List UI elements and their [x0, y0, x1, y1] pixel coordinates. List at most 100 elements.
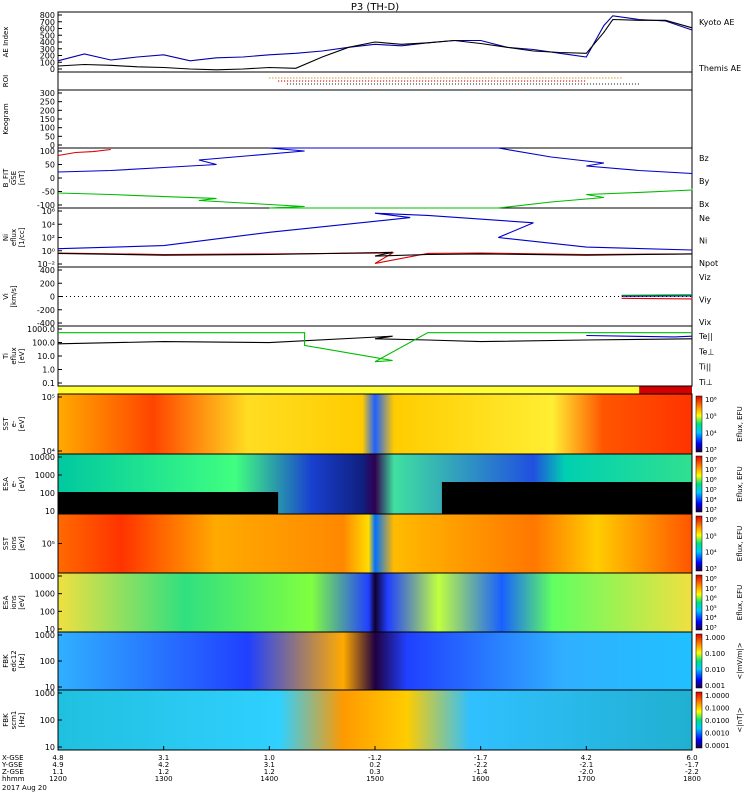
series-ae-kyotoae	[57, 15, 693, 62]
colorbar-tick: 0.100	[705, 650, 725, 658]
ytick-label-keogram: 300	[40, 89, 55, 98]
series-velocity-viz	[621, 297, 693, 300]
legend-bfit: Bx	[699, 200, 709, 209]
series-bfit-by	[57, 188, 693, 209]
axis-row-label: X-GSE	[2, 754, 24, 762]
colorbar-tick: 10⁶	[705, 396, 717, 404]
colorbar-tick: 1.000	[705, 634, 725, 642]
xtick-label: -1.4	[474, 768, 488, 776]
ylabel-temperature: eflux	[10, 347, 18, 364]
legend-bfit: Bz	[699, 154, 709, 163]
xtick-label: 4.8	[52, 754, 63, 762]
xtick-label: -1.7	[685, 761, 699, 769]
ytick-label-temperature: 1000.0	[27, 325, 55, 334]
esa-e-low-energy-band	[58, 492, 279, 514]
ytick-label-fbk_b: 1000	[35, 689, 55, 698]
colorbar-tick: 10⁴	[705, 429, 717, 437]
colorbar-tick: 0.0100	[705, 717, 730, 725]
series-density-npot	[57, 212, 693, 251]
legend-temperature: Te⊥	[698, 347, 714, 356]
ytick-label-ae: 400	[40, 38, 55, 47]
ylabel-sst_i: ions	[10, 536, 18, 551]
ytick-label-sst_e: 10⁴	[42, 447, 55, 456]
xtick-label: -1.7	[474, 754, 488, 762]
ylabel-keogram: Keogram	[2, 103, 10, 134]
ylabel-fbk_b: scm1	[10, 711, 18, 730]
ytick-label-esa_i: 100	[40, 607, 55, 616]
ytick-label-ae: 700	[40, 18, 55, 27]
colorbar-tick: 10⁵	[705, 604, 717, 612]
series-temperature-ti	[586, 334, 693, 338]
ylabel-temperature: Ti	[2, 353, 10, 360]
ylabel-ae: AE Index	[2, 27, 10, 58]
ytick-label-bfit: 0	[50, 174, 55, 183]
xtick-label: 0.3	[369, 768, 380, 776]
colorbar-tick: 10⁶	[705, 516, 717, 524]
ytick-label-esa_e: 1000	[35, 471, 55, 480]
legend-temperature: Ti⊥	[698, 378, 713, 387]
xtick-label: 0.2	[369, 761, 380, 769]
colorbar-tick: 0.0010	[705, 730, 730, 738]
colorbar	[695, 633, 703, 689]
colorbar-label: Eflux, EFU	[736, 406, 744, 441]
ytick-label-bfit: 50	[45, 161, 55, 170]
xtick-label: 6.0	[686, 754, 697, 762]
xtick-label: -2.2	[685, 768, 699, 776]
ylabel-density: Ni	[2, 234, 10, 241]
colorbar-tick: 0.001	[705, 682, 725, 690]
ytick-label-ae: 200	[40, 52, 55, 61]
chart-title: P3 (TH-D)	[351, 2, 399, 13]
ylabel-fbk_e: FBK	[2, 654, 10, 668]
ylabel-sst_e: [eV]	[18, 416, 26, 431]
ytick-label-density: 10⁰	[42, 247, 55, 256]
xtick-label: -1.2	[368, 754, 382, 762]
xtick-label: 1800	[683, 775, 701, 783]
colorbar-tick: 0.010	[705, 666, 725, 674]
colorbar	[695, 574, 703, 631]
colorbar	[695, 691, 703, 749]
axis-row-label: Y-GSE	[1, 761, 23, 769]
ytick-label-temperature: 100.0	[32, 339, 55, 348]
xtick-label: 1400	[260, 775, 278, 783]
colorbar-tick: 10⁸	[705, 575, 717, 583]
panel-frame-bfit	[57, 147, 693, 209]
spectrogram-fbk-b	[58, 690, 692, 750]
colorbar-tick: 10⁶	[705, 476, 717, 484]
ytick-label-ae: 100	[40, 58, 55, 67]
colorbar-label: <|nT|>	[736, 707, 744, 732]
xtick-label: 1700	[577, 775, 595, 783]
colorbar-label: Eflux, EFU	[736, 466, 744, 501]
ytick-label-bfit: 100	[40, 147, 55, 156]
legend-density: Ne	[699, 214, 710, 223]
xtick-label: -2.1	[579, 761, 593, 769]
xtick-label: 1.2	[264, 768, 275, 776]
colorbar-tick: 10³	[705, 565, 717, 573]
ytick-label-ae: 500	[40, 31, 55, 40]
ylabel-sst_i: [eV]	[18, 536, 26, 551]
xtick-label: 1500	[366, 775, 384, 783]
ytick-label-esa_i: 10000	[30, 572, 55, 581]
colorbar-tick: 10⁷	[705, 585, 717, 593]
series-temperature-ti	[58, 332, 692, 363]
ytick-label-ae: 300	[40, 45, 55, 54]
ylabel-esa_i: ions	[10, 595, 18, 610]
ylabel-velocity: [km/s]	[10, 285, 18, 308]
ylabel-esa_e: ESA	[2, 477, 10, 491]
xtick-label: 1.1	[52, 768, 63, 776]
legend-density: Npot	[699, 259, 718, 268]
xtick-label: 3.1	[264, 761, 275, 769]
colorbar-tick: 10⁴	[705, 614, 717, 622]
xtick-label: 1.2	[158, 768, 169, 776]
xtick-label: 4.9	[52, 761, 63, 769]
ylabel-esa_e: e-	[10, 480, 18, 487]
ylabel-sst_i: SST	[2, 536, 10, 550]
colorbar	[695, 455, 703, 513]
ylabel-fbk_e: [Hz]	[18, 654, 26, 669]
ytick-label-density: 10⁻²	[37, 260, 55, 269]
colorbar-tick: 10⁷	[705, 466, 717, 474]
xtick-label: 4.2	[158, 761, 169, 769]
ylabel-fbk_b: FBK	[2, 713, 10, 727]
